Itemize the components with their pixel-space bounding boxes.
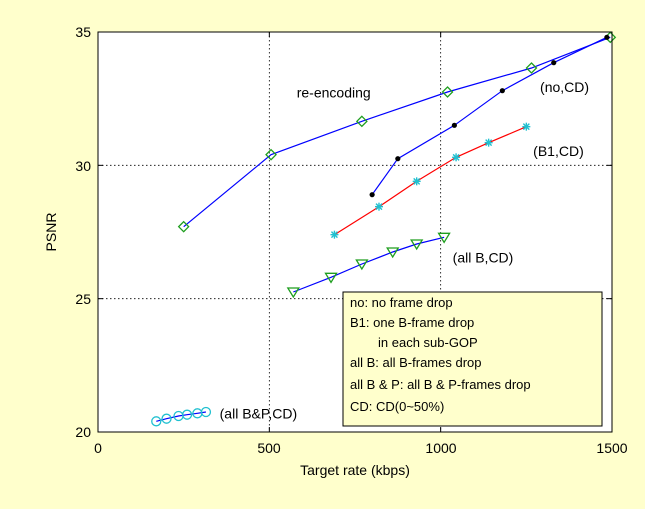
data-point-noCD bbox=[369, 192, 375, 198]
data-point-allBPCD bbox=[151, 416, 162, 427]
star-stroke bbox=[452, 153, 460, 161]
data-point-allBCD bbox=[324, 272, 338, 284]
x-tick-label: 1500 bbox=[596, 440, 627, 456]
data-point-b1CD bbox=[452, 153, 461, 162]
star-stroke bbox=[485, 139, 493, 147]
data-point-allBPCD bbox=[161, 413, 172, 424]
legend-line: in each sub-GOP bbox=[378, 335, 478, 350]
data-point-noCD bbox=[395, 156, 401, 162]
star-stroke bbox=[375, 203, 383, 211]
star-stroke bbox=[522, 123, 530, 131]
plot-frame bbox=[97, 31, 613, 433]
data-point-b1CD bbox=[330, 230, 339, 239]
x-tick-label: 1000 bbox=[425, 440, 456, 456]
data-point-b1CD bbox=[522, 122, 531, 131]
legend-line: B1: one B-frame drop bbox=[350, 315, 474, 330]
data-point-noCD bbox=[604, 34, 610, 40]
legend-line: all B: all B-frames drop bbox=[350, 355, 482, 370]
annotation-b1-cd: (B1,CD) bbox=[533, 143, 584, 159]
data-point-reencoding bbox=[177, 220, 190, 233]
data-point-allBCD bbox=[437, 232, 451, 244]
data-point-allBCD bbox=[286, 287, 300, 299]
data-point-allBCD bbox=[386, 247, 400, 259]
data-point-allBPCD bbox=[181, 409, 193, 420]
axis-ticks bbox=[97, 31, 613, 433]
data-point-allBCD bbox=[355, 259, 369, 271]
legend-line: CD: CD(0~50%) bbox=[350, 399, 444, 414]
x-tick-label: 500 bbox=[257, 440, 281, 456]
y-tick-label: 30 bbox=[75, 158, 91, 174]
star-stroke bbox=[413, 177, 421, 185]
series-line-reencoding bbox=[183, 36, 611, 228]
annotation-all-b-cd: (all B,CD) bbox=[453, 250, 514, 266]
data-point-reencoding bbox=[265, 148, 277, 161]
x-tick-label: 0 bbox=[94, 440, 102, 456]
series-line-b1CD bbox=[334, 126, 527, 236]
annotation-no-cd: (no,CD) bbox=[540, 79, 589, 95]
data-point-noCD bbox=[451, 122, 457, 128]
data-point-reencoding bbox=[525, 62, 538, 74]
y-tick-label: 25 bbox=[75, 291, 91, 307]
y-tick-labels: 20 25 30 35 bbox=[75, 24, 91, 440]
legend-line: no: no frame drop bbox=[350, 295, 453, 310]
legend-line: all B & P: all B & P-frames drop bbox=[350, 377, 531, 392]
annotation-all-bp-cd: (all B&P,CD) bbox=[220, 406, 298, 422]
legend-box: no: no frame drop B1: one B-frame drop i… bbox=[342, 291, 603, 427]
y-tick-label: 20 bbox=[75, 424, 91, 440]
star-stroke bbox=[330, 231, 338, 239]
y-axis-label: PSNR bbox=[43, 213, 59, 252]
data-point-reencoding bbox=[355, 115, 368, 128]
data-point-b1CD bbox=[484, 138, 493, 147]
data-point-noCD bbox=[499, 88, 505, 94]
data-point-reencoding bbox=[441, 86, 454, 98]
data-point-b1CD bbox=[412, 177, 421, 186]
data-point-allBCD bbox=[410, 239, 424, 251]
data-point-allBPCD bbox=[200, 406, 212, 418]
series-line-noCD bbox=[371, 36, 608, 196]
x-tick-labels: 0 500 1000 1500 bbox=[94, 440, 628, 456]
series-annotations: re-encoding (no,CD) (B1,CD) (all B,CD) (… bbox=[220, 79, 589, 422]
y-tick-label: 35 bbox=[75, 24, 91, 40]
series-markers bbox=[151, 31, 617, 427]
annotation-reencoding: re-encoding bbox=[297, 84, 371, 100]
data-point-noCD bbox=[551, 60, 557, 66]
legend-frame bbox=[342, 291, 603, 427]
data-point-b1CD bbox=[374, 202, 383, 211]
series-line-allBCD bbox=[293, 236, 445, 293]
x-axis-label: Target rate (kbps) bbox=[300, 462, 410, 478]
